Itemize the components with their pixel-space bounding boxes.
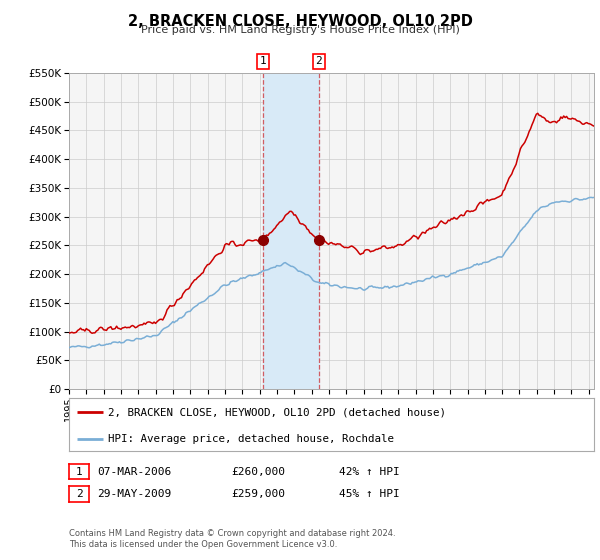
Text: 1: 1 <box>76 466 83 477</box>
Text: £259,000: £259,000 <box>231 489 285 499</box>
Text: 2, BRACKEN CLOSE, HEYWOOD, OL10 2PD (detached house): 2, BRACKEN CLOSE, HEYWOOD, OL10 2PD (det… <box>109 408 446 418</box>
Bar <box>263 73 319 389</box>
Text: £260,000: £260,000 <box>231 466 285 477</box>
Text: This data is licensed under the Open Government Licence v3.0.: This data is licensed under the Open Gov… <box>69 540 337 549</box>
Text: 2: 2 <box>76 489 83 499</box>
Text: 2: 2 <box>316 57 322 67</box>
Text: 07-MAR-2006: 07-MAR-2006 <box>97 466 172 477</box>
Text: Contains HM Land Registry data © Crown copyright and database right 2024.: Contains HM Land Registry data © Crown c… <box>69 529 395 538</box>
Text: 1: 1 <box>259 57 266 67</box>
Text: 42% ↑ HPI: 42% ↑ HPI <box>339 466 400 477</box>
Text: 2, BRACKEN CLOSE, HEYWOOD, OL10 2PD: 2, BRACKEN CLOSE, HEYWOOD, OL10 2PD <box>128 14 472 29</box>
Text: HPI: Average price, detached house, Rochdale: HPI: Average price, detached house, Roch… <box>109 434 394 444</box>
Text: 29-MAY-2009: 29-MAY-2009 <box>97 489 172 499</box>
Text: 45% ↑ HPI: 45% ↑ HPI <box>339 489 400 499</box>
Text: Price paid vs. HM Land Registry's House Price Index (HPI): Price paid vs. HM Land Registry's House … <box>140 25 460 35</box>
